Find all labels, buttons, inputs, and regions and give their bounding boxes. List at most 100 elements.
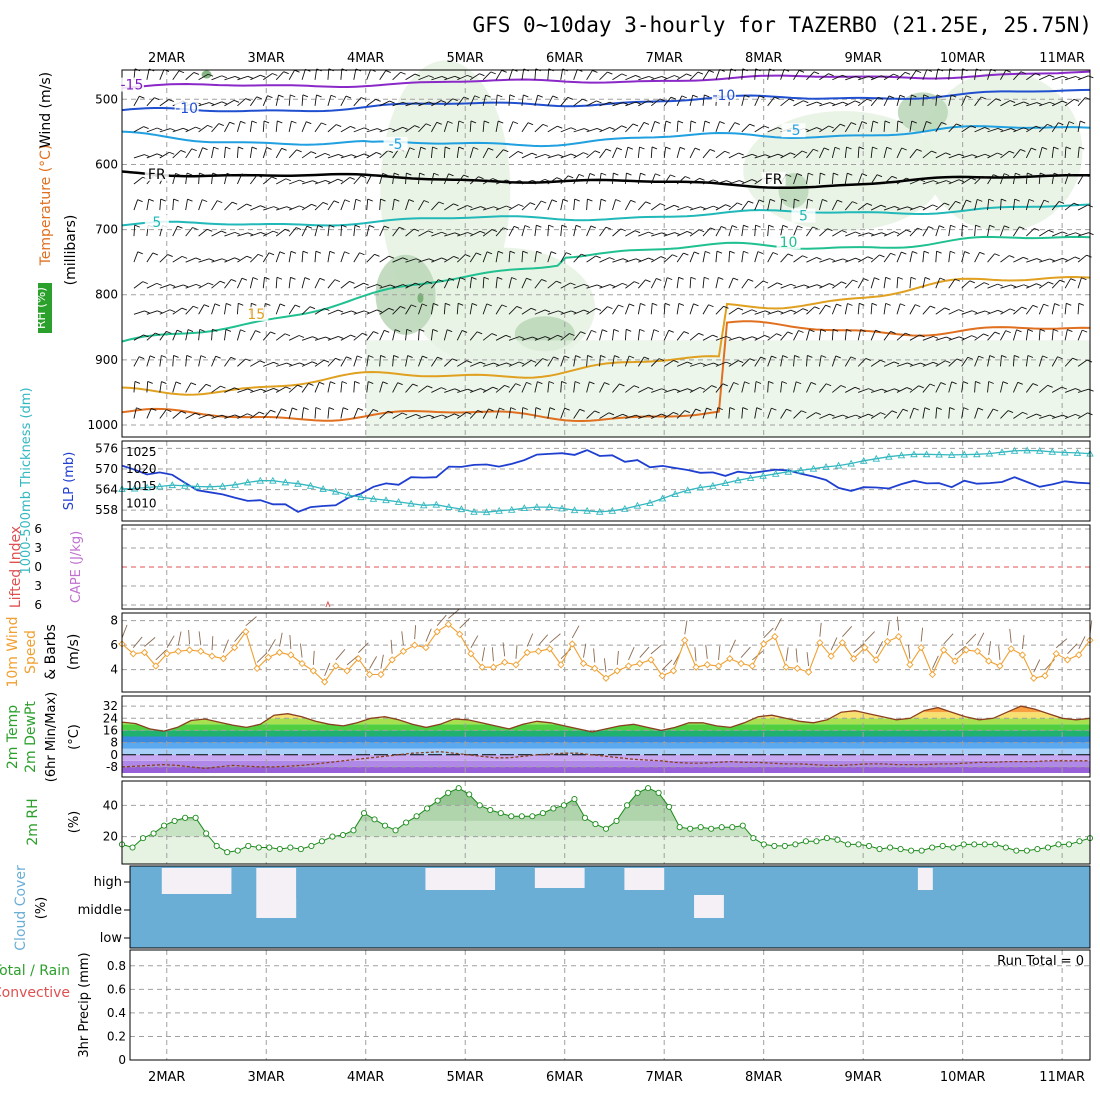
upper-wind-barb <box>392 227 400 237</box>
upper-wind-barb-flag <box>286 206 292 210</box>
upper-wind-barb <box>288 335 300 341</box>
surface-wind-barb <box>414 625 417 640</box>
upper-wind-barb <box>1013 226 1020 237</box>
upper-wind-barb-flag <box>426 280 433 284</box>
upper-wind-barb-flag <box>594 410 600 414</box>
upper-wind-barb-flag <box>1079 120 1086 124</box>
upper-wind-barb <box>844 146 847 158</box>
upper-wind-barb <box>948 251 951 263</box>
upper-wind-barb-flag <box>709 149 716 152</box>
upper-wind-barb-flag <box>519 180 525 184</box>
upper-wind-barb-flag <box>509 94 515 98</box>
upper-wind-barb-flag <box>963 407 969 411</box>
rh-marker <box>1034 846 1041 853</box>
upper-wind-barb <box>767 153 779 159</box>
upper-wind-barb-flag <box>480 206 486 209</box>
temp-color-bands <box>122 706 1090 773</box>
upper-wind-barb <box>482 386 494 393</box>
upper-wind-barb-flag <box>1005 330 1011 334</box>
upper-wind-barb <box>405 172 407 185</box>
precip-tick: 0.2 <box>107 1029 126 1043</box>
upper-wind-barb <box>1038 147 1043 159</box>
upper-wind-barb <box>715 121 721 133</box>
upper-wind-barb-flag <box>743 224 749 228</box>
upper-wind-barb <box>689 386 701 393</box>
contour-label-bg <box>144 166 169 181</box>
rh-marker <box>139 835 147 842</box>
upper-wind-barb <box>754 280 764 289</box>
upper-wind-barb-flag <box>816 257 822 260</box>
surface-wind-barb <box>358 642 369 653</box>
upper-wind-barb-flag <box>195 412 201 416</box>
upper-wind-barb-flag <box>537 94 543 98</box>
upper-wind-barb-flag <box>829 413 835 417</box>
upper-wind-barb <box>495 277 498 289</box>
panel-frame-rh <box>121 780 1091 865</box>
upper-wind-barb <box>806 101 817 107</box>
upper-wind-barb-flag <box>866 202 873 206</box>
upper-wind-barb-flag <box>1059 279 1065 283</box>
upper-wind-barb-flag <box>1028 198 1035 202</box>
upper-wind-barb-flag <box>344 199 350 203</box>
upper-wind-barb-flag <box>932 361 939 365</box>
upper-wind-barb-flag <box>1053 146 1059 150</box>
upper-wind-barb-flag <box>721 226 727 229</box>
upper-wind-barb <box>586 381 590 393</box>
upper-wind-barb <box>560 310 572 315</box>
upper-wind-barb <box>392 329 396 341</box>
upper-wind-barb-flag <box>498 120 504 124</box>
upper-wind-barb <box>495 227 504 237</box>
upper-wind-barb-flag <box>136 407 142 411</box>
upper-wind-barb <box>521 68 525 80</box>
upper-wind-barb <box>728 307 739 315</box>
upper-wind-barb <box>418 355 423 367</box>
upper-wind-barb <box>741 309 753 315</box>
upper-wind-barb-flag <box>285 178 292 182</box>
upper-wind-barb-flag <box>399 226 405 230</box>
rh-marker <box>203 830 210 837</box>
upper-wind-barb-flag <box>272 230 279 234</box>
upper-wind-barb-flag <box>955 200 961 204</box>
upper-wind-barb <box>987 128 999 133</box>
upper-wind-barb <box>1013 256 1024 263</box>
upper-wind-barb-flag <box>208 282 214 286</box>
upper-wind-barb <box>935 336 947 341</box>
upper-wind-barb <box>702 304 709 315</box>
upper-wind-barb-flag <box>511 277 517 280</box>
upper-wind-barb <box>547 154 559 159</box>
upper-wind-barb <box>676 388 688 393</box>
contour-label-bg <box>119 77 144 92</box>
upper-wind-barb <box>702 120 706 132</box>
upper-wind-barb-flag <box>144 154 150 158</box>
wind-speed-marker <box>861 643 869 652</box>
upper-wind-barb <box>1077 329 1083 341</box>
rh-marker <box>708 825 715 832</box>
upper-wind-barb <box>689 333 699 341</box>
rh-marker <box>413 813 420 820</box>
upper-wind-barb-flag <box>497 276 503 280</box>
upper-wind-barb <box>508 277 513 289</box>
upper-wind-barb-flag <box>458 302 464 306</box>
upper-wind-barb <box>521 407 524 419</box>
temp-contour-minus15 <box>121 70 1091 89</box>
upper-wind-barb <box>198 172 200 185</box>
temp-band <box>122 730 1090 737</box>
upper-wind-barb-flag <box>832 328 839 332</box>
upper-wind-barb-flag <box>956 123 962 127</box>
rh-marker <box>371 816 378 823</box>
upper-wind-barb-flag <box>240 329 246 333</box>
upper-wind-barb <box>353 225 356 237</box>
upper-wind-barb-flag <box>645 279 651 283</box>
upper-wind-barb <box>211 280 221 289</box>
upper-wind-barb <box>276 206 287 211</box>
upper-wind-barb-flag <box>387 410 394 414</box>
wind-speed-marker <box>827 652 835 660</box>
upper-wind-barb <box>327 124 337 133</box>
upper-wind-barb-flag <box>251 302 257 306</box>
upper-wind-barb <box>340 95 347 107</box>
surface-wind-barb <box>436 614 447 626</box>
upper-wind-barb-flag <box>330 94 337 98</box>
upper-wind-barb <box>288 69 295 80</box>
upper-wind-barb-flag <box>479 230 486 234</box>
upper-wind-barb <box>793 173 798 185</box>
